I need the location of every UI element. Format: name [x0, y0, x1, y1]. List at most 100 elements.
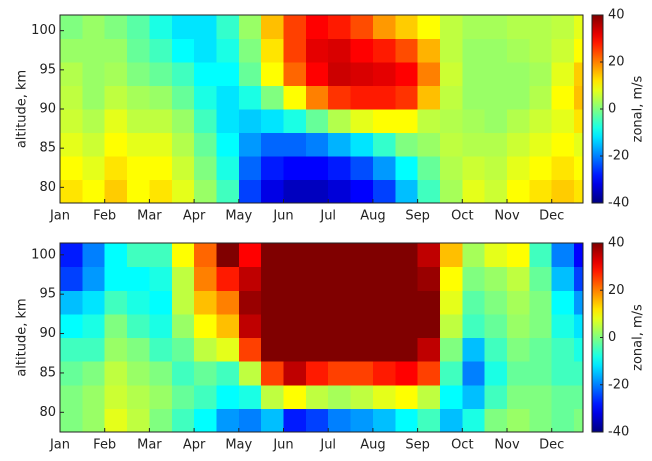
- cell: [529, 132, 553, 157]
- cell: [305, 62, 329, 86]
- cell: [350, 337, 374, 362]
- cell: [127, 266, 150, 291]
- cell: [82, 62, 106, 86]
- cell: [104, 290, 128, 315]
- y-axis-label: altitude, km: [15, 70, 30, 148]
- cell: [82, 179, 106, 203]
- cell: [462, 408, 486, 432]
- cell: [60, 313, 83, 338]
- cell: [328, 109, 352, 133]
- cell: [484, 179, 508, 203]
- cell: [238, 408, 262, 432]
- cell: [372, 179, 396, 203]
- cell: [216, 62, 240, 86]
- cell: [127, 384, 150, 409]
- cell: [283, 408, 307, 432]
- cell: [507, 132, 530, 157]
- cell: [484, 384, 508, 409]
- cell: [328, 243, 352, 268]
- cell: [417, 384, 441, 409]
- cell: [350, 85, 374, 110]
- x-tick-label: Mar: [137, 438, 162, 453]
- cell: [60, 132, 83, 157]
- cell: [194, 15, 217, 39]
- cell: [484, 361, 508, 386]
- cell: [194, 132, 217, 157]
- cell: [149, 337, 173, 362]
- cell: [372, 62, 396, 86]
- cell: [484, 290, 508, 315]
- cell: [194, 156, 217, 180]
- cell: [551, 337, 575, 362]
- cell: [551, 384, 575, 409]
- cell: [216, 408, 240, 432]
- cell: [350, 179, 374, 203]
- cell: [261, 361, 285, 386]
- cell: [194, 179, 217, 203]
- cell: [216, 313, 240, 338]
- cell: [417, 361, 441, 386]
- cell: [417, 337, 441, 362]
- cell: [417, 243, 441, 268]
- cell: [372, 408, 396, 432]
- cell: [350, 243, 374, 268]
- cell: [104, 266, 128, 291]
- cell: [574, 132, 583, 157]
- cell: [507, 85, 530, 110]
- colorbar-tick-label: 0: [608, 330, 616, 345]
- cell: [462, 38, 486, 63]
- cell: [529, 62, 553, 86]
- x-tick-label: Jun: [272, 438, 293, 453]
- colorbar-tick-label: 40: [608, 236, 625, 251]
- cell: [261, 266, 285, 291]
- cell: [484, 156, 508, 180]
- cell: [283, 62, 307, 86]
- cell: [194, 243, 217, 268]
- cell: [372, 290, 396, 315]
- x-tick-label: Apr: [183, 438, 206, 453]
- cell: [216, 15, 240, 39]
- cell: [305, 290, 329, 315]
- cell: [439, 179, 463, 203]
- cell: [261, 132, 285, 157]
- cell: [484, 243, 508, 268]
- cell: [372, 85, 396, 110]
- cell: [216, 85, 240, 110]
- cell: [551, 179, 575, 203]
- cell: [439, 62, 463, 86]
- cell: [507, 62, 530, 86]
- cell: [194, 62, 217, 86]
- cell: [551, 109, 575, 133]
- cell: [439, 337, 463, 362]
- cell: [149, 361, 173, 386]
- x-tick-label: Aug: [360, 438, 385, 453]
- cell: [507, 408, 530, 432]
- cell: [60, 290, 83, 315]
- cell: [82, 313, 106, 338]
- cell: [283, 85, 307, 110]
- x-tick-label: Sep: [405, 209, 430, 224]
- cell: [551, 408, 575, 432]
- y-tick-label: 90: [39, 102, 56, 117]
- cell: [60, 243, 83, 268]
- cell: [216, 361, 240, 386]
- cell: [60, 109, 83, 133]
- cell: [395, 132, 419, 157]
- cell: [484, 15, 508, 39]
- x-tick-label: Mar: [137, 209, 162, 224]
- cell: [60, 337, 83, 362]
- cell: [417, 132, 441, 157]
- cell: [462, 243, 486, 268]
- cell: [439, 266, 463, 291]
- cell: [574, 179, 583, 203]
- cell: [149, 15, 173, 39]
- cell: [484, 109, 508, 133]
- cell: [171, 85, 195, 110]
- x-tick-label: Nov: [494, 438, 520, 453]
- cell: [462, 384, 486, 409]
- cell: [372, 337, 396, 362]
- cell: [171, 361, 195, 386]
- cell: [417, 38, 441, 63]
- cell: [350, 156, 374, 180]
- cell: [417, 85, 441, 110]
